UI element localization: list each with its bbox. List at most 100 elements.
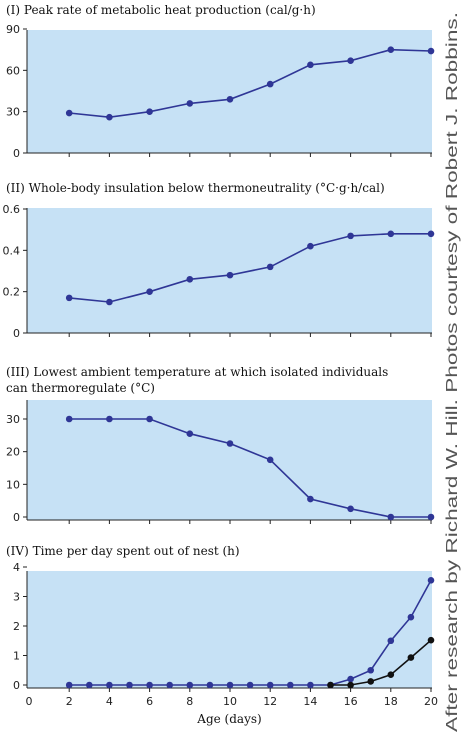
- data-point: [226, 271, 234, 279]
- x-tick-label: 4: [106, 695, 113, 708]
- x-axis-label: Age (days): [196, 712, 261, 726]
- chart-panel-2: (II) Whole-body insulation below thermon…: [3, 181, 435, 340]
- panel-title-line: can thermoregulate (°C): [6, 381, 155, 395]
- data-point: [86, 681, 93, 689]
- y-tick-label: 30: [6, 106, 20, 119]
- y-tick-label: 0: [13, 327, 20, 340]
- y-tick-label: 60: [6, 64, 20, 77]
- y-tick-label: 0.2: [3, 286, 21, 299]
- x-tick-label: 18: [384, 695, 398, 708]
- data-point: [347, 232, 354, 240]
- panel-background: [27, 208, 432, 333]
- data-point: [347, 681, 354, 689]
- data-point: [427, 576, 435, 584]
- data-point: [206, 681, 214, 689]
- data-point: [387, 637, 395, 645]
- y-tick-label: 3: [13, 591, 20, 604]
- series-line-1: [69, 48, 432, 119]
- panel-title-line: (II) Whole-body insulation below thermon…: [6, 181, 385, 195]
- panel-background: [27, 30, 432, 153]
- data-point: [427, 636, 435, 644]
- data-point: [186, 430, 194, 438]
- data-point: [65, 415, 73, 423]
- y-tick-label: 0: [13, 679, 20, 692]
- data-point: [186, 275, 194, 283]
- panel-background: [27, 400, 432, 520]
- series-line-1: [69, 418, 431, 518]
- data-point: [226, 681, 234, 689]
- y-tick-label: 0.4: [3, 244, 21, 257]
- panel-background: [27, 571, 432, 688]
- data-point: [146, 681, 153, 689]
- data-point: [347, 675, 354, 683]
- data-point: [106, 681, 113, 689]
- panel-title-line: (I) Peak rate of metabolic heat producti…: [6, 3, 316, 17]
- data-point: [307, 681, 314, 689]
- y-tick-label: 4: [13, 561, 20, 574]
- data-point: [307, 242, 314, 250]
- x-tick-label: 12: [263, 695, 277, 708]
- x-tick-label: 2: [66, 695, 73, 708]
- data-point: [387, 46, 395, 53]
- data-point: [266, 681, 274, 689]
- data-point: [186, 100, 194, 107]
- y-tick-label: 20: [6, 446, 20, 459]
- data-point: [146, 108, 153, 115]
- data-point: [387, 671, 395, 678]
- data-point: [146, 288, 153, 295]
- data-point: [65, 109, 73, 117]
- chart-panel-3: (III) Lowest ambient temperature at whic…: [6, 365, 435, 524]
- panel-title-line: (IV) Time per day spent out of nest (h): [6, 544, 240, 558]
- y-tick-label: 1: [13, 650, 20, 663]
- data-point: [266, 263, 274, 271]
- y-tick-label: 10: [6, 478, 20, 491]
- x-tick-label: 0: [26, 695, 33, 708]
- x-tick-label: 8: [186, 695, 193, 708]
- data-point: [307, 495, 314, 503]
- data-point: [367, 678, 375, 685]
- panel-title-line: (III) Lowest ambient temperature at whic…: [6, 365, 388, 379]
- data-point: [367, 666, 375, 674]
- data-point: [407, 654, 415, 661]
- y-tick-label: 0.6: [3, 203, 21, 216]
- data-point: [186, 681, 194, 689]
- data-point: [266, 456, 274, 464]
- data-point: [427, 47, 435, 55]
- data-point: [146, 415, 153, 423]
- y-tick-label: 0: [13, 511, 20, 524]
- y-tick-label: 90: [6, 23, 20, 36]
- data-point: [126, 681, 133, 689]
- data-point: [166, 681, 173, 689]
- data-point: [65, 681, 73, 689]
- series-line-1: [69, 233, 431, 303]
- chart-panel-1: (I) Peak rate of metabolic heat producti…: [6, 3, 435, 160]
- data-point: [287, 681, 294, 689]
- y-tick-label: 0: [13, 147, 20, 160]
- credit-text: After research by Richard W. Hill. Photo…: [444, 12, 461, 732]
- data-point: [407, 613, 415, 621]
- data-point: [246, 681, 254, 689]
- data-point: [106, 113, 113, 121]
- data-point: [427, 230, 435, 238]
- series-line-2: [330, 639, 432, 686]
- x-tick-label: 6: [146, 695, 153, 708]
- x-tick-label: 14: [303, 695, 317, 708]
- data-point: [427, 513, 435, 521]
- data-point: [106, 298, 113, 306]
- data-point: [307, 61, 314, 69]
- data-point: [226, 95, 234, 103]
- data-point: [106, 415, 113, 423]
- data-point: [266, 80, 274, 88]
- data-point: [387, 513, 395, 521]
- data-point: [226, 440, 234, 447]
- x-tick-label: 10: [223, 695, 237, 708]
- y-tick-label: 30: [6, 413, 20, 426]
- data-point: [65, 294, 73, 302]
- x-tick-label: 16: [344, 695, 358, 708]
- data-point: [387, 230, 395, 238]
- data-point: [347, 505, 354, 513]
- data-point: [327, 681, 334, 689]
- data-point: [347, 57, 354, 64]
- y-tick-label: 2: [13, 620, 20, 633]
